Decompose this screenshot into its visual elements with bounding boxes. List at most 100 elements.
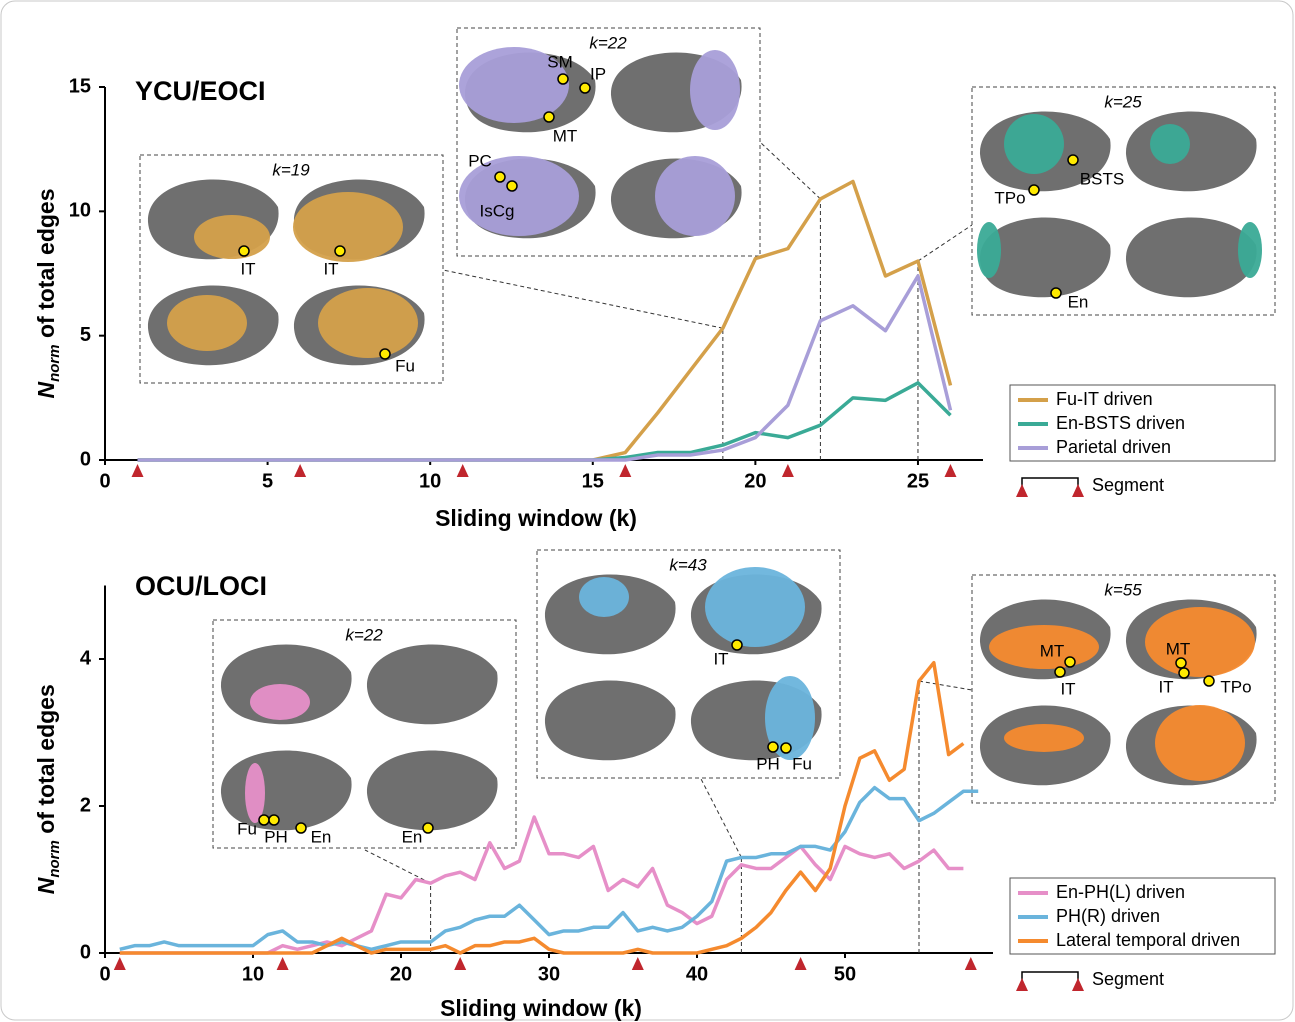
region-label: En <box>311 827 332 846</box>
region-label: IT <box>323 259 338 278</box>
x-tick-label: 50 <box>834 963 856 985</box>
region-label: PH <box>756 754 780 773</box>
legend-label: Parietal driven <box>1056 437 1171 457</box>
region-dot <box>558 74 568 84</box>
brain-region <box>250 684 310 720</box>
region-dot <box>1029 185 1039 195</box>
region-label: MT <box>1166 639 1191 658</box>
region-label: MT <box>553 126 578 145</box>
x-tick-label: 10 <box>242 963 264 985</box>
y-label-subscript: norm <box>46 840 63 878</box>
x-tick-label: 25 <box>907 470 929 492</box>
y-label-text: of total edges <box>33 188 59 344</box>
inset-label: k=22 <box>589 33 627 52</box>
y-tick-label: 10 <box>69 200 91 222</box>
region-dot <box>1065 657 1075 667</box>
y-tick-label: 0 <box>80 448 91 470</box>
inset-label: k=43 <box>669 555 707 574</box>
chart-title: YCU/EOCI <box>135 76 266 106</box>
y-tick-label: 15 <box>69 75 91 97</box>
inset-label: k=19 <box>272 160 310 179</box>
brain-region <box>194 215 270 259</box>
region-dot <box>335 246 345 256</box>
region-dot <box>239 246 249 256</box>
brain-region <box>318 288 418 358</box>
brain-region <box>690 50 740 130</box>
region-label: IT <box>1060 679 1075 698</box>
brain-region <box>705 567 805 647</box>
y-label-symbol: N <box>33 877 59 894</box>
brain-region <box>1004 114 1064 174</box>
region-dot <box>269 815 279 825</box>
region-dot <box>732 640 742 650</box>
region-label: IT <box>713 649 728 668</box>
brain-region <box>1145 607 1255 677</box>
region-label: En <box>402 827 423 846</box>
x-tick-label: 40 <box>686 963 708 985</box>
inset-label: k=55 <box>1104 580 1142 599</box>
region-dot <box>1176 658 1186 668</box>
region-dot <box>580 83 590 93</box>
y-tick-label: 4 <box>80 647 92 669</box>
legend-label: PH(R) driven <box>1056 906 1160 926</box>
x-axis-label: Sliding window (k) <box>440 995 642 1021</box>
region-dot <box>495 172 505 182</box>
region-label: IsCg <box>480 201 515 220</box>
region-label: BSTS <box>1080 169 1124 188</box>
region-label: En <box>1068 292 1089 311</box>
x-tick-label: 0 <box>99 963 110 985</box>
brain-region <box>1150 124 1190 164</box>
region-dot <box>1068 155 1078 165</box>
legend-label: En-PH(L) driven <box>1056 882 1185 902</box>
x-tick-label: 10 <box>419 470 441 492</box>
y-tick-label: 0 <box>80 941 91 963</box>
region-label: SM <box>547 52 573 71</box>
legend-label: Lateral temporal driven <box>1056 930 1240 950</box>
region-label: IP <box>590 64 606 83</box>
brain-region <box>245 763 265 823</box>
figure: 0510150510152025YCU/EOCISliding window (… <box>0 0 1295 1022</box>
y-tick-label: 5 <box>80 324 91 346</box>
x-tick-label: 0 <box>99 470 110 492</box>
brain-region <box>1155 705 1245 781</box>
region-dot <box>781 743 791 753</box>
x-axis-label: Sliding window (k) <box>435 505 637 531</box>
region-label: Fu <box>792 754 812 773</box>
region-label: PH <box>264 827 288 846</box>
segment-legend-label: Segment <box>1092 475 1164 495</box>
brain-region <box>1238 222 1262 278</box>
region-dot <box>1051 288 1061 298</box>
region-dot <box>1179 668 1189 678</box>
region-dot <box>380 349 390 359</box>
region-label: IT <box>1158 677 1173 696</box>
segment-legend-label: Segment <box>1092 969 1164 989</box>
region-dot <box>259 815 269 825</box>
brain-region <box>655 156 735 236</box>
inset-label: k=22 <box>345 625 383 644</box>
region-dot <box>544 112 554 122</box>
x-tick-label: 20 <box>744 470 766 492</box>
brain-region <box>977 222 1001 278</box>
region-dot <box>768 742 778 752</box>
region-label: TPo <box>994 188 1025 207</box>
region-dot <box>423 823 433 833</box>
brain-region <box>167 295 247 351</box>
legend-label: Fu-IT driven <box>1056 389 1153 409</box>
region-dot <box>296 823 306 833</box>
chart-title: OCU/LOCI <box>135 571 267 601</box>
brain-region <box>293 192 403 262</box>
brain-region <box>1004 724 1084 752</box>
region-label: PC <box>468 151 492 170</box>
region-dot <box>1204 676 1214 686</box>
x-tick-label: 5 <box>262 470 273 492</box>
y-tick-label: 2 <box>80 794 91 816</box>
y-label-symbol: N <box>33 382 59 399</box>
x-tick-label: 20 <box>390 963 412 985</box>
y-label-text: of total edges <box>33 684 59 840</box>
region-dot <box>1055 667 1065 677</box>
x-tick-label: 15 <box>582 470 604 492</box>
legend-label: En-BSTS driven <box>1056 413 1185 433</box>
inset-label: k=25 <box>1104 92 1142 111</box>
region-label: MT <box>1040 641 1065 660</box>
region-label: Fu <box>237 819 257 838</box>
